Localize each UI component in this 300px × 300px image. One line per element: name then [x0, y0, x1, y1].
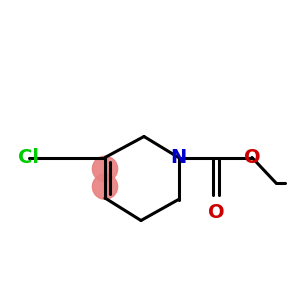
- Text: O: O: [244, 148, 260, 167]
- Text: N: N: [170, 148, 187, 167]
- Circle shape: [92, 174, 118, 199]
- Text: Cl: Cl: [18, 148, 39, 167]
- Text: O: O: [208, 203, 224, 222]
- Circle shape: [92, 156, 118, 182]
